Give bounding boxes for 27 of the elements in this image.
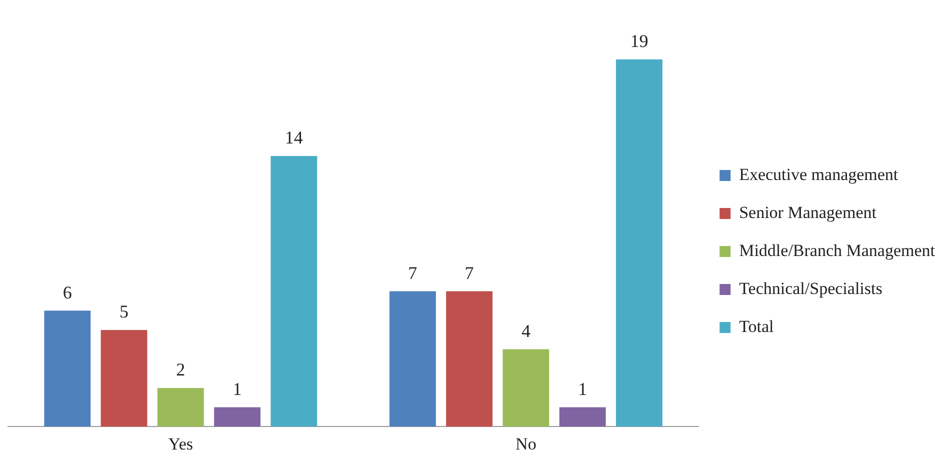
- bar: [389, 291, 436, 427]
- data-label: 2: [176, 360, 186, 380]
- legend-label: Total: [739, 316, 774, 336]
- data-label: 14: [284, 128, 303, 148]
- legend-label: Middle/Branch Management: [739, 240, 936, 260]
- data-label: 4: [521, 321, 530, 342]
- bar: [214, 407, 260, 427]
- bar: [157, 388, 204, 427]
- bar: [446, 291, 493, 427]
- data-label: 7: [408, 263, 418, 284]
- bar: [559, 407, 606, 427]
- data-label: 6: [62, 282, 72, 302]
- bar: [100, 330, 148, 427]
- bar: [616, 59, 662, 427]
- legend-label: Senior Management: [739, 202, 877, 222]
- x-tick-label: Yes: [168, 434, 194, 454]
- legend-label: Executive management: [739, 164, 898, 184]
- data-label: 1: [578, 379, 588, 400]
- bar: [502, 349, 550, 427]
- legend-label: Technical/Specialists: [739, 278, 882, 298]
- bar: [44, 310, 91, 427]
- x-tick-label: No: [516, 434, 536, 454]
- data-label: 7: [464, 263, 474, 284]
- data-label: 19: [630, 31, 648, 52]
- data-label: 1: [232, 379, 242, 400]
- data-label: 5: [120, 302, 129, 322]
- bar: [270, 156, 318, 427]
